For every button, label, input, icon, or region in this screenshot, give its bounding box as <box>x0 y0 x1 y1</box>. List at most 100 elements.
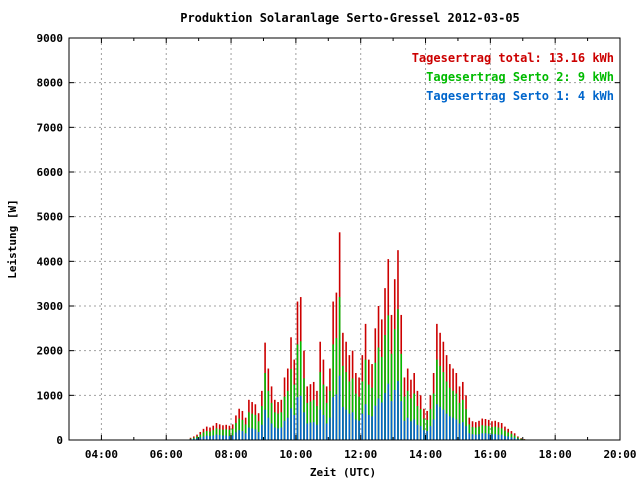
bar-serto1 <box>222 435 224 440</box>
bar-serto2 <box>380 356 383 440</box>
x-tick-label: 10:00 <box>279 448 312 461</box>
bar-serto1 <box>309 422 312 440</box>
bar-serto2 <box>231 428 234 440</box>
bar-serto2 <box>202 432 205 440</box>
bar-serto1 <box>494 434 497 440</box>
bar-serto2 <box>355 393 357 440</box>
bar-serto2 <box>397 309 399 440</box>
y-tick-label: 9000 <box>37 32 64 45</box>
plot-frame <box>68 37 621 441</box>
bar-serto1 <box>368 414 370 440</box>
bar-serto2 <box>345 372 347 440</box>
bar-serto1 <box>452 417 454 440</box>
bar-serto2 <box>426 419 428 440</box>
bar-serto1 <box>517 438 519 440</box>
bar-serto2 <box>338 297 341 440</box>
bar-serto1 <box>384 393 386 440</box>
bar-serto1 <box>322 414 325 440</box>
bar-serto1 <box>387 383 390 440</box>
bar-serto2 <box>413 393 415 440</box>
bar-serto2 <box>274 412 276 440</box>
x-axis-ticks: 04:00 06:00 08:00 10:00 12:00 14:00 16:00 18:00… <box>68 38 637 461</box>
bar-serto1 <box>432 419 435 440</box>
y-tick-label: 3000 <box>37 300 64 313</box>
legend: Tagesertrag total: 13.16 kWh Tagesertrag … <box>412 51 614 103</box>
bar-serto1 <box>513 437 516 440</box>
bar-serto2 <box>296 344 299 440</box>
x-tick-label: 14:00 <box>409 448 442 461</box>
bar-serto1 <box>348 413 351 440</box>
bar-serto2 <box>429 409 432 440</box>
bar-serto1 <box>199 437 202 440</box>
bar-serto2 <box>264 373 266 440</box>
bar-serto2 <box>335 338 338 440</box>
bar-serto2 <box>387 315 390 440</box>
bar-serto2 <box>228 429 231 440</box>
bar-serto1 <box>205 435 208 440</box>
bar-serto1 <box>510 437 513 440</box>
bar-serto1 <box>504 435 506 440</box>
bar-serto2 <box>283 396 286 440</box>
bar-serto1 <box>238 430 240 440</box>
legend-entry: Tagesertrag total: 13.16 kWh <box>412 51 614 65</box>
bar-serto1 <box>338 375 341 440</box>
bar-serto2 <box>225 429 227 440</box>
bar-serto1 <box>458 423 461 440</box>
bar-serto2 <box>215 428 218 440</box>
bar-serto2 <box>316 406 318 440</box>
bar-serto2 <box>400 353 403 440</box>
bar-serto2 <box>465 409 467 440</box>
bar-serto1 <box>351 412 354 440</box>
bar-serto1 <box>413 419 415 440</box>
bar-serto2 <box>494 426 497 440</box>
x-axis-label: Zeit (UTC) <box>310 466 376 479</box>
bar-serto1 <box>380 402 383 440</box>
bar-serto2 <box>277 413 279 440</box>
bar-serto2 <box>423 418 425 440</box>
bar-serto1 <box>374 405 377 440</box>
bar-serto1 <box>484 433 487 440</box>
bar-serto1 <box>218 435 221 440</box>
bar-serto1 <box>355 419 357 440</box>
bar-serto2 <box>439 365 441 440</box>
bar-serto1 <box>426 431 428 440</box>
bar-serto2 <box>332 344 334 440</box>
bar-serto2 <box>517 437 519 440</box>
bar-serto2 <box>432 393 435 440</box>
bar-serto1 <box>325 423 328 440</box>
bar-serto2 <box>455 393 458 440</box>
bar-serto1 <box>248 427 250 440</box>
bar-serto2 <box>280 412 283 440</box>
bar-serto2 <box>462 399 464 440</box>
bar-serto1 <box>397 381 399 440</box>
bar-serto1 <box>455 419 458 440</box>
bar-serto2 <box>342 365 344 440</box>
bar-serto2 <box>293 384 296 440</box>
bar-serto1 <box>283 420 286 440</box>
y-tick-label: 1000 <box>37 389 64 402</box>
y-tick-label: 4000 <box>37 255 64 268</box>
bar-serto2 <box>290 368 292 440</box>
bar-serto2 <box>458 402 461 440</box>
x-tick-label: 04:00 <box>85 448 118 461</box>
bar-serto1 <box>209 435 211 440</box>
bar-serto1 <box>481 433 484 440</box>
bar-serto1 <box>468 433 471 440</box>
bar-serto1 <box>202 436 205 440</box>
bar-serto2 <box>445 381 448 440</box>
bar-serto2 <box>368 384 370 440</box>
bar-serto2 <box>238 418 240 440</box>
bar-serto2 <box>374 362 377 440</box>
bar-serto2 <box>442 372 445 440</box>
legend-entry: Tagesertrag Serto 1: 4 kWh <box>426 89 614 103</box>
bar-serto1 <box>264 409 266 440</box>
bar-serto1 <box>299 395 302 440</box>
bar-serto2 <box>481 425 484 440</box>
bar-serto2 <box>504 430 506 440</box>
bar-serto2 <box>393 329 396 440</box>
bar-serto2 <box>390 353 393 440</box>
bar-serto1 <box>215 434 218 440</box>
bar-serto1 <box>296 397 299 440</box>
y-tick-label: 2000 <box>37 345 64 358</box>
bar-serto1 <box>251 428 253 440</box>
